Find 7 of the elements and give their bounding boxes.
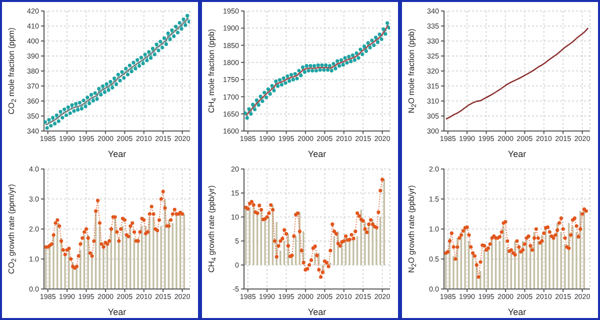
x-axis-title: Year [308, 149, 326, 159]
x-axis-title: Year [108, 149, 126, 159]
x-axis-title: Year [508, 149, 526, 159]
x-axis-title: Year [308, 307, 326, 317]
x-axis-title: Year [108, 307, 126, 317]
line-series [445, 27, 589, 120]
x-axis-title: Year [508, 307, 526, 317]
